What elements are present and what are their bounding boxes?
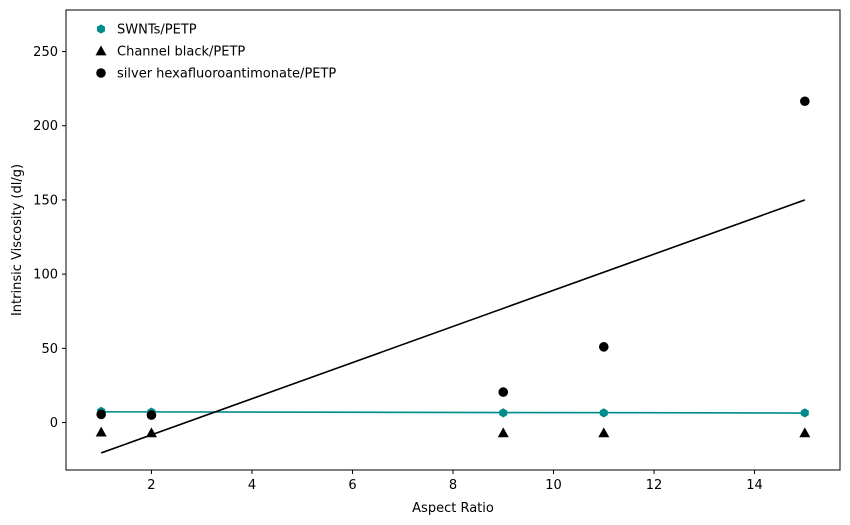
data-point-series-1 xyxy=(497,427,509,438)
legend-marker-1 xyxy=(95,45,107,56)
data-point-series-2 xyxy=(146,410,157,420)
legend-label-1: Channel black/PETP xyxy=(117,45,245,60)
legend: SWNTs/PETP Channel black/PETP silver hexaf… xyxy=(95,23,336,82)
data-point-series-1 xyxy=(145,427,157,438)
x-tick-label: 4 xyxy=(248,478,256,493)
data-point-series-0 xyxy=(599,408,608,418)
data-point-series-1 xyxy=(799,427,811,438)
legend-label-0: SWNTs/PETP xyxy=(117,23,197,38)
y-axis-title: Intrinsic Viscosity (dl/g) xyxy=(10,164,25,316)
x-tick-label: 8 xyxy=(449,478,457,493)
plot-background xyxy=(66,10,840,470)
fit-line-series-0 xyxy=(101,411,805,414)
data-point-series-0 xyxy=(499,408,508,418)
legend-marker-0 xyxy=(97,24,105,34)
y-tick-label: 250 xyxy=(33,45,58,60)
x-tick-label: 14 xyxy=(746,478,763,493)
x-tick-label: 12 xyxy=(646,478,663,493)
y-tick-label: 0 xyxy=(50,416,58,431)
y-tick-label: 150 xyxy=(33,193,58,208)
data-point-series-2 xyxy=(800,96,810,107)
data-point-series-2 xyxy=(598,342,609,352)
chart-marks xyxy=(95,96,811,454)
x-tick-label: 10 xyxy=(545,478,562,493)
plot-frame xyxy=(65,9,841,471)
data-point-series-2 xyxy=(498,387,509,397)
y-tick-label: 50 xyxy=(41,342,58,357)
legend-label-2: silver hexafluoroantimonate/PETP xyxy=(117,67,336,82)
fit-line-series-2 xyxy=(100,199,806,454)
x-tick-label: 2 xyxy=(147,478,155,493)
y-tick-label: 200 xyxy=(33,119,58,134)
x-axis-title: Aspect Ratio xyxy=(412,501,494,516)
legend-marker-2 xyxy=(96,68,106,78)
chart-axes: 2 4 6 8 10 12 14 0 50 100 150 200 250 xyxy=(33,45,763,493)
x-tick-label: 6 xyxy=(348,478,356,493)
y-tick-label: 100 xyxy=(33,268,58,283)
data-point-series-1 xyxy=(95,426,107,437)
data-point-series-1 xyxy=(598,427,610,438)
data-point-series-2 xyxy=(96,409,106,420)
data-point-series-0 xyxy=(800,408,809,418)
